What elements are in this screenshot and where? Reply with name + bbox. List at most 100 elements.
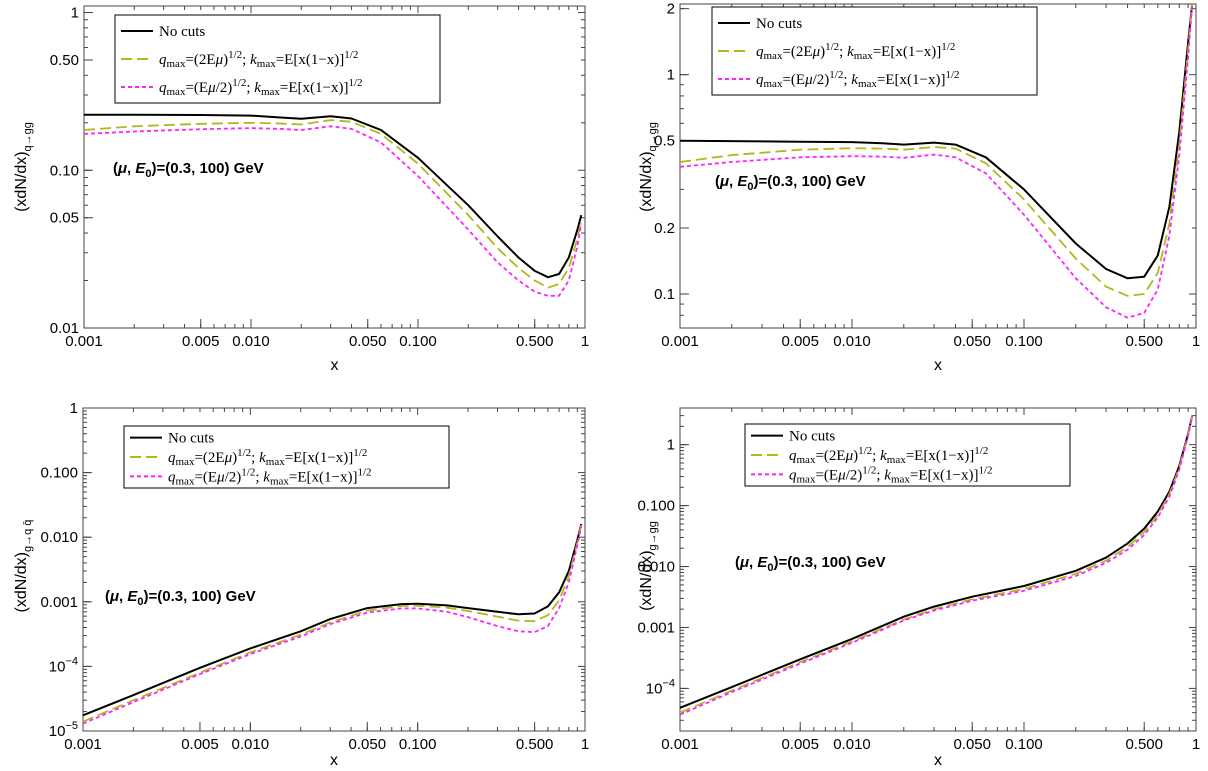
legend-entry-label: qmax=(Eμ/2)1/2; kmax=E[x(1−x)]1/2: [756, 69, 960, 90]
annotation-params: (μ, E0)=(0.3, 100) GeV: [735, 554, 886, 574]
legend-entry-label: qmax=(Eμ/2)1/2; kmax=E[x(1−x)]1/2: [789, 464, 993, 485]
x-tick-label: 0.050: [349, 736, 387, 753]
x-tick-label: 1: [581, 736, 589, 753]
series-line-3: [83, 125, 583, 297]
x-tick-label: 0.500: [1125, 333, 1163, 350]
series-line-2: [82, 524, 583, 723]
x-tick-label: 0.005: [182, 333, 220, 350]
x-tick-label: 0.001: [64, 736, 102, 753]
x-tick-label: 0.001: [65, 333, 103, 350]
x-tick-label: 0.010: [833, 333, 871, 350]
x-tick-label: 1: [1192, 736, 1200, 753]
x-axis-title: x: [934, 752, 942, 769]
legend-box: [123, 425, 450, 489]
series-line-2: [83, 119, 583, 289]
x-tick-label: 1: [1192, 333, 1200, 350]
y-tick-label: 1: [70, 400, 78, 417]
legend: No cuts qmax=(2Eμ)1/2; kmax=E[x(1−x)]1/2 q…: [711, 6, 1038, 96]
x-tick-label: 0.100: [1005, 736, 1043, 753]
series-line-2: [679, 415, 1194, 714]
x-axis-title: x: [330, 752, 338, 769]
y-tick-label: 1: [667, 67, 675, 84]
legend-entry-label: No cuts: [168, 431, 214, 447]
x-axis-title: x: [934, 357, 942, 374]
y-tick-label: 0.5: [654, 133, 675, 150]
legend: No cuts qmax=(2Eμ)1/2; kmax=E[x(1−x)]1/2 q…: [114, 14, 441, 104]
y-tick-label: 0.05: [50, 210, 79, 227]
x-tick-label: 0.100: [399, 736, 437, 753]
legend-entry-label: qmax=(2Eμ)1/2; kmax=E[x(1−x)]1/2: [168, 447, 367, 468]
chart-panel-2: 0.001 0.005 0.010 0.050 0.100 0.500 1 0.1 0.2 0.5…: [638, 1, 1200, 374]
y-tick-label: 1: [667, 437, 675, 454]
x-tick-label: 0.100: [1005, 333, 1043, 350]
legend-box: [114, 14, 441, 104]
series-line-3: [679, 415, 1194, 716]
x-tick-label: 0.010: [232, 333, 270, 350]
x-tick-label: 0.005: [781, 333, 819, 350]
y-tick-label: 10−5: [49, 720, 78, 740]
chart-panel-3: 0.001 0.005 0.010 0.050 0.100 0.500 1 10−5 10−4 0…: [13, 400, 589, 769]
x-tick-label: 0.010: [833, 736, 871, 753]
y-axis-title: (xdN/dx)q→gg: [638, 122, 659, 212]
y-tick-label: 10−4: [49, 655, 78, 675]
annotation-params: (μ, E0)=(0.3, 100) GeV: [105, 588, 256, 608]
x-tick-label: 0.001: [661, 736, 699, 753]
x-axis-title: x: [331, 357, 339, 374]
legend-entry-label: No cuts: [159, 24, 205, 40]
x-tick-label: 0.010: [232, 736, 270, 753]
x-tick-label: 0.005: [781, 736, 819, 753]
y-tick-label: 10−4: [646, 677, 675, 697]
x-tick-label: 0.050: [953, 333, 991, 350]
x-tick-label: 0.050: [953, 736, 991, 753]
legend-entry-label: qmax=(2Eμ)1/2; kmax=E[x(1−x)]1/2: [789, 445, 988, 466]
y-tick-label: 0.2: [654, 220, 675, 237]
plot-frame: [82, 407, 586, 732]
series-line-3: [679, 3, 1194, 319]
y-tick-label: 0.10: [50, 162, 79, 179]
y-tick-label: 0.50: [50, 52, 79, 69]
x-tick-label: 0.500: [1125, 736, 1163, 753]
x-tick-label: 0.050: [349, 333, 387, 350]
y-tick-label: 2: [667, 1, 675, 18]
series-line-1: [679, 3, 1194, 280]
chart-panel-1: 0.001 0.005 0.010 0.050 0.100 0.500 1 0.01 0.05 0…: [13, 5, 589, 374]
legend-entry-label: No cuts: [756, 16, 802, 32]
y-axis-title: (xdN/dx)q→gg: [13, 122, 34, 212]
y-tick-label: 0.010: [40, 529, 78, 546]
series-line-3: [82, 525, 583, 725]
legend-box: [711, 6, 1038, 96]
x-tick-label: 0.001: [661, 333, 699, 350]
y-axis-title: (xdN/dx)g→q q̄: [13, 520, 34, 613]
y-tick-label: 0.001: [40, 594, 78, 611]
x-tick-label: 0.500: [516, 736, 554, 753]
legend-entry-label: qmax=(2Eμ)1/2; kmax=E[x(1−x)]1/2: [756, 41, 955, 62]
annotation-params: (μ, E0)=(0.3, 100) GeV: [113, 160, 264, 180]
annotation-params: (μ, E0)=(0.3, 100) GeV: [715, 173, 866, 193]
y-axis-title: (xdN/dx)g→gg: [638, 521, 659, 611]
y-tick-label: 0.001: [637, 619, 675, 636]
y-tick-label: 1: [71, 5, 79, 22]
series-line-1: [679, 415, 1194, 709]
x-tick-label: 1: [581, 333, 589, 350]
y-tick-label: 0.010: [637, 559, 675, 576]
chart-panel-4: 0.001 0.005 0.010 0.050 0.100 0.500 1 10−4 0.001…: [637, 407, 1200, 769]
x-tick-label: 0.500: [516, 333, 554, 350]
x-tick-label: 0.005: [181, 736, 219, 753]
series-line-1: [82, 523, 583, 717]
legend-entry-label: No cuts: [789, 429, 835, 445]
legend-entry-label: qmax=(Eμ/2)1/2; kmax=E[x(1−x)]1/2: [168, 466, 372, 487]
y-tick-label: 0.01: [50, 320, 79, 337]
y-tick-label: 0.100: [637, 498, 675, 515]
legend-box: [744, 423, 1071, 487]
series-line-2: [679, 3, 1194, 297]
series-line-1: [84, 113, 583, 279]
plot-frame: [83, 5, 586, 329]
y-tick-label: 0.100: [40, 465, 78, 482]
legend-entry-label: qmax=(Eμ/2)1/2; kmax=E[x(1−x)]1/2: [159, 77, 363, 98]
y-tick-label: 0.1: [654, 286, 675, 303]
x-tick-label: 0.100: [399, 333, 437, 350]
legend-entry-label: qmax=(2Eμ)1/2; kmax=E[x(1−x)]1/2: [159, 49, 358, 70]
